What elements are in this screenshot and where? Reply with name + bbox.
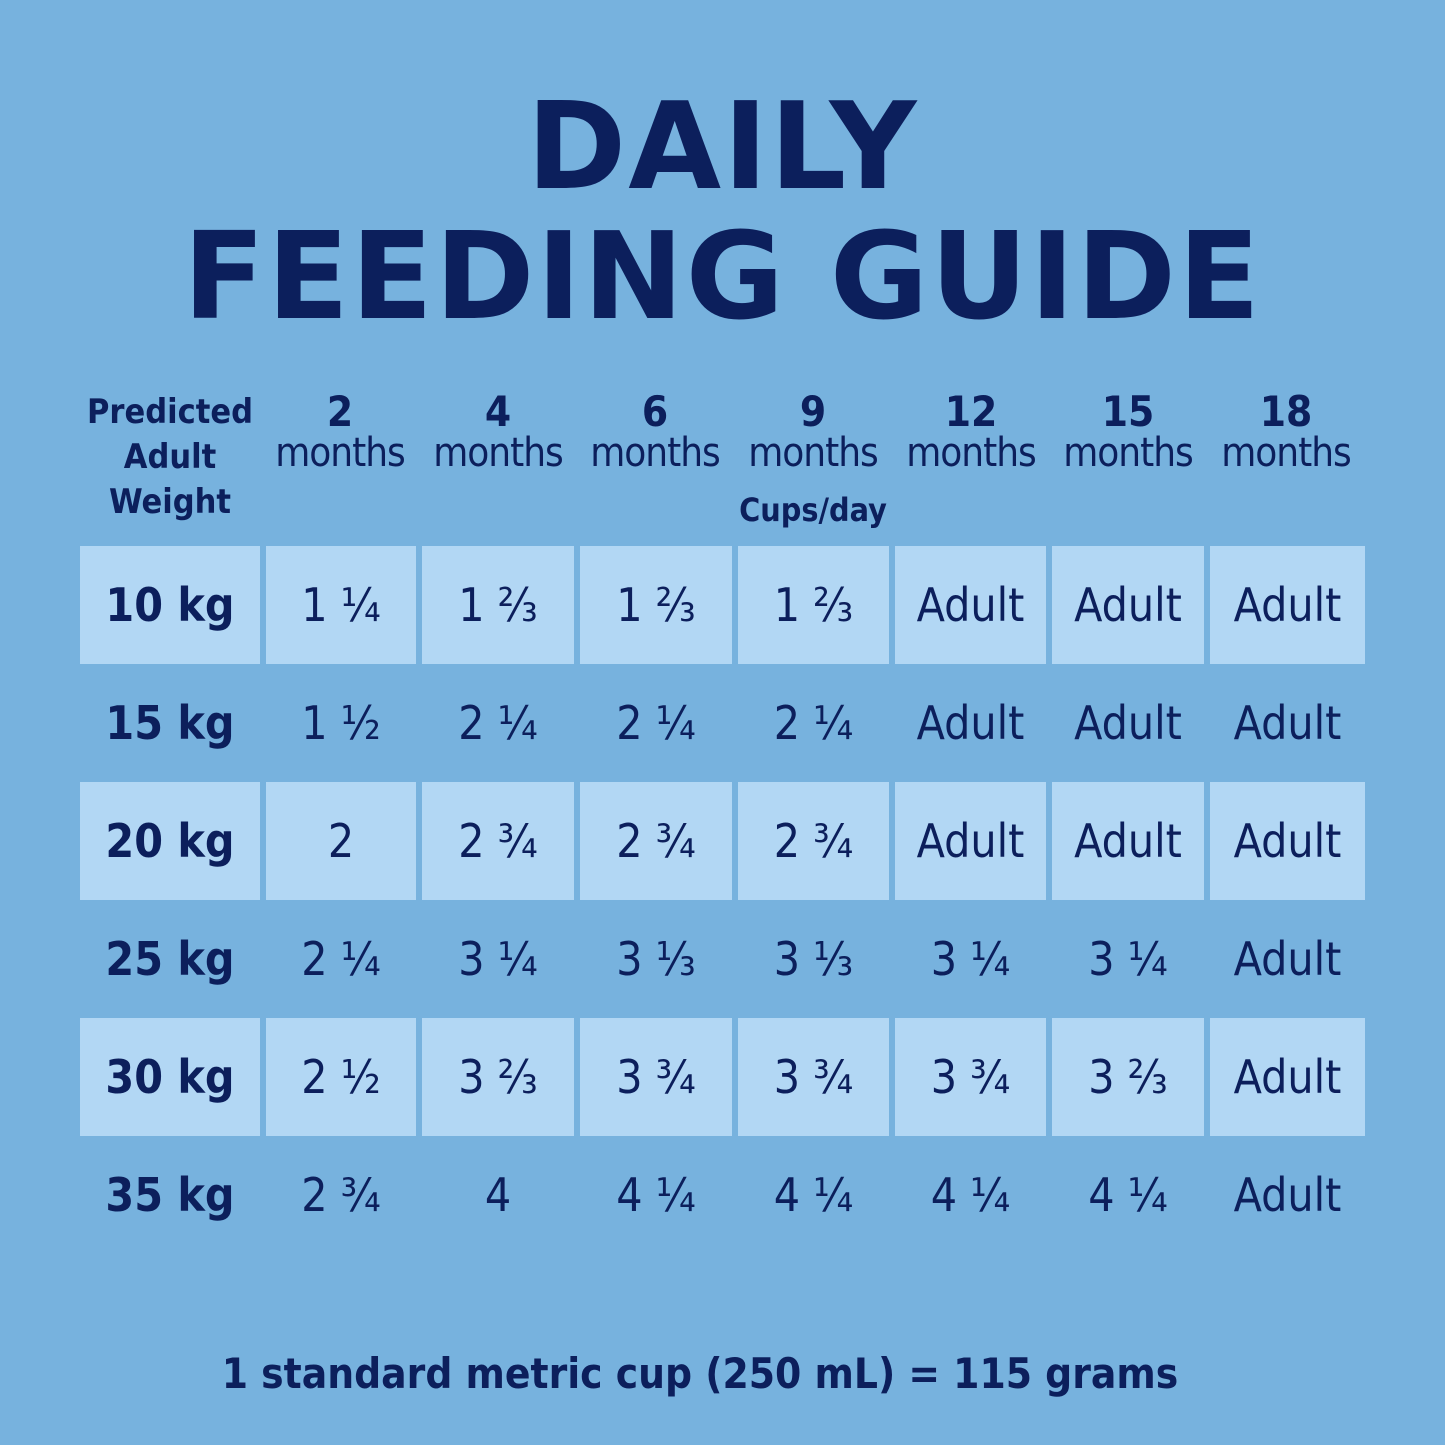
amount-cell: 2 ¼ [773,696,854,750]
age-column-header: 18 months [1208,387,1364,476]
amount-cell: 3 ¼ [930,932,1011,986]
amount-cell: 3 ⅔ [422,1018,574,1136]
amount-cell: 1 ⅔ [738,546,889,664]
amount-cell: Adult [1233,696,1342,750]
amount-cell: Adult [1233,932,1342,986]
age-header-unit: months [590,430,721,476]
title-line-2: FEEDING GUIDE [182,208,1263,347]
amount-cell: 2 [266,782,416,900]
weight-cell: 15 kg [105,696,235,750]
units-label: Cups/day [739,491,887,529]
weight-cell: 20 kg [80,782,260,900]
amount-cell: 2 ¼ [616,696,696,750]
weight-column-header: Predicted Adult Weight [80,390,260,525]
weight-header-line: Weight [108,482,232,522]
amount-cell: Adult [916,696,1025,750]
age-header-number: 9 [799,387,827,436]
amount-cell: Adult [1074,696,1182,750]
amount-cell: 3 ¾ [895,1018,1046,1136]
amount-cell: Adult [1210,782,1365,900]
amount-cell: 1 ¼ [266,546,416,664]
weight-cell: 25 kg [105,932,235,986]
amount-cell: 2 ¼ [301,932,381,986]
title-line-1: DAILY [526,78,919,217]
amount-cell: 2 ¾ [422,782,574,900]
age-header-number: 18 [1259,387,1313,436]
amount-cell: 3 ⅓ [616,932,696,986]
weight-cell: 10 kg [80,546,260,664]
age-header-unit: months [1063,430,1194,476]
amount-cell: 4 ¼ [1088,1168,1168,1222]
amount-cell: Adult [1233,1168,1342,1222]
age-column-header: 9 months [735,387,891,476]
age-column-header: 12 months [893,387,1049,476]
amount-cell: Adult [895,546,1046,664]
age-header-number: 15 [1101,387,1155,436]
amount-cell: Adult [1052,782,1204,900]
age-column-header: 4 months [420,387,576,476]
amount-cell: 1 ⅔ [422,546,574,664]
cup-conversion-note: 1 standard metric cup (250 mL) = 115 gra… [221,1349,1179,1398]
amount-cell: Adult [1052,546,1204,664]
amount-cell: 3 ⅓ [773,932,854,986]
age-column-header: 6 months [577,387,733,476]
amount-cell: Adult [1210,1018,1365,1136]
age-header-unit: months [433,430,564,476]
age-header-unit: months [906,430,1037,476]
age-header-number: 4 [484,387,512,436]
age-header-number: 12 [944,387,998,436]
age-header-number: 6 [641,387,669,436]
age-header-unit: months [748,430,879,476]
amount-cell: 4 ¼ [616,1168,696,1222]
amount-cell: 4 ¼ [773,1168,854,1222]
amount-cell: 3 ¼ [458,932,538,986]
age-header-number: 2 [326,387,354,436]
amount-cell: 3 ⅔ [1052,1018,1204,1136]
amount-cell: Adult [895,782,1046,900]
amount-cell: 2 ¾ [301,1168,381,1222]
age-header-unit: months [275,430,406,476]
amount-cell: 3 ¾ [738,1018,889,1136]
amount-cell: 4 ¼ [930,1168,1011,1222]
weight-header-line: Adult [123,437,217,477]
age-header-unit: months [1221,430,1352,476]
amount-cell: 3 ¾ [580,1018,732,1136]
amount-cell: 2 ½ [266,1018,416,1136]
weight-cell: 30 kg [80,1018,260,1136]
age-column-header: 2 months [262,387,418,476]
amount-cell: 2 ¾ [738,782,889,900]
amount-cell: 2 ¾ [580,782,732,900]
weight-header-line: Predicted [86,392,254,432]
age-column-header: 15 months [1050,387,1206,476]
amount-cell: 1 ½ [301,696,381,750]
amount-cell: 3 ¼ [1088,932,1168,986]
amount-cell: Adult [1210,546,1365,664]
amount-cell: 1 ⅔ [580,546,732,664]
weight-cell: 35 kg [105,1168,235,1222]
amount-cell: 4 [484,1168,512,1222]
amount-cell: 2 ¼ [458,696,538,750]
